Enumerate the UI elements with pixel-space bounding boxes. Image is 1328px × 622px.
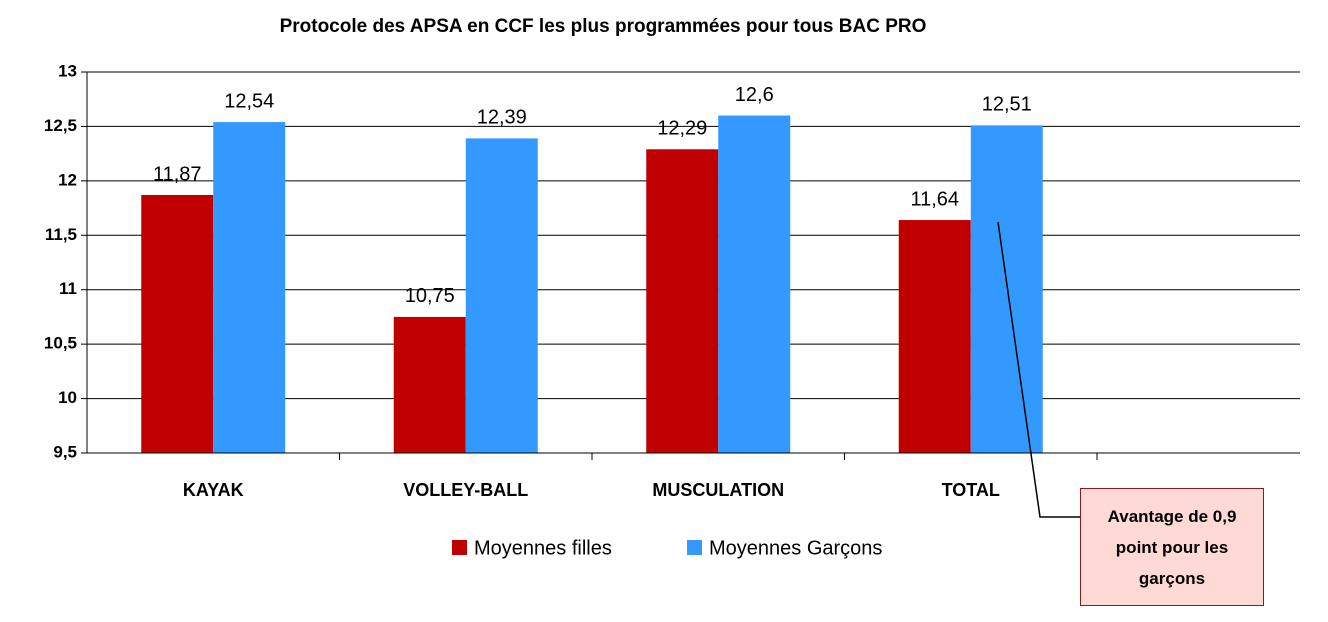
bar [898,220,971,453]
data-label: 12,51 [982,94,1032,116]
chart-title: Protocole des APSA en CCF les plus progr… [280,16,927,37]
legend-swatch [452,540,467,555]
data-label: 12,6 [735,84,774,106]
x-tick-label: KAYAK [183,480,244,500]
annotation: Avantage de 0,9 point pour les garçons [1080,488,1264,606]
x-tick-label: VOLLEY-BALL [403,480,528,500]
data-label: 10,75 [405,285,455,307]
legend-label: Moyennes Garçons [709,537,882,559]
annotation-pointer [997,221,1080,518]
y-tick-label: 11,5 [45,225,77,244]
y-tick-label: 12,5 [44,116,77,135]
y-tick-label: 10 [58,388,77,407]
y-tick-label: 13 [58,61,77,80]
legend-label: Moyennes filles [474,537,612,559]
x-tick-label: MUSCULATION [652,480,784,500]
bar [970,125,1043,453]
bar [213,122,286,454]
x-tick-label: TOTAL [942,480,1000,500]
data-label: 11,64 [910,188,959,210]
bar [646,149,719,453]
bar [465,138,538,453]
data-label: 12,39 [477,107,527,129]
bar [718,115,791,454]
y-tick-label: 9,5 [53,442,77,461]
bar [141,195,214,453]
data-label: 11,87 [153,163,202,185]
y-tick-label: 11 [59,279,77,298]
y-tick-label: 10,5 [44,334,77,353]
bar [393,316,466,453]
data-label: 12,29 [657,118,707,140]
y-tick-label: 12 [58,170,77,189]
legend-swatch [687,540,702,555]
data-label: 12,54 [224,90,274,112]
